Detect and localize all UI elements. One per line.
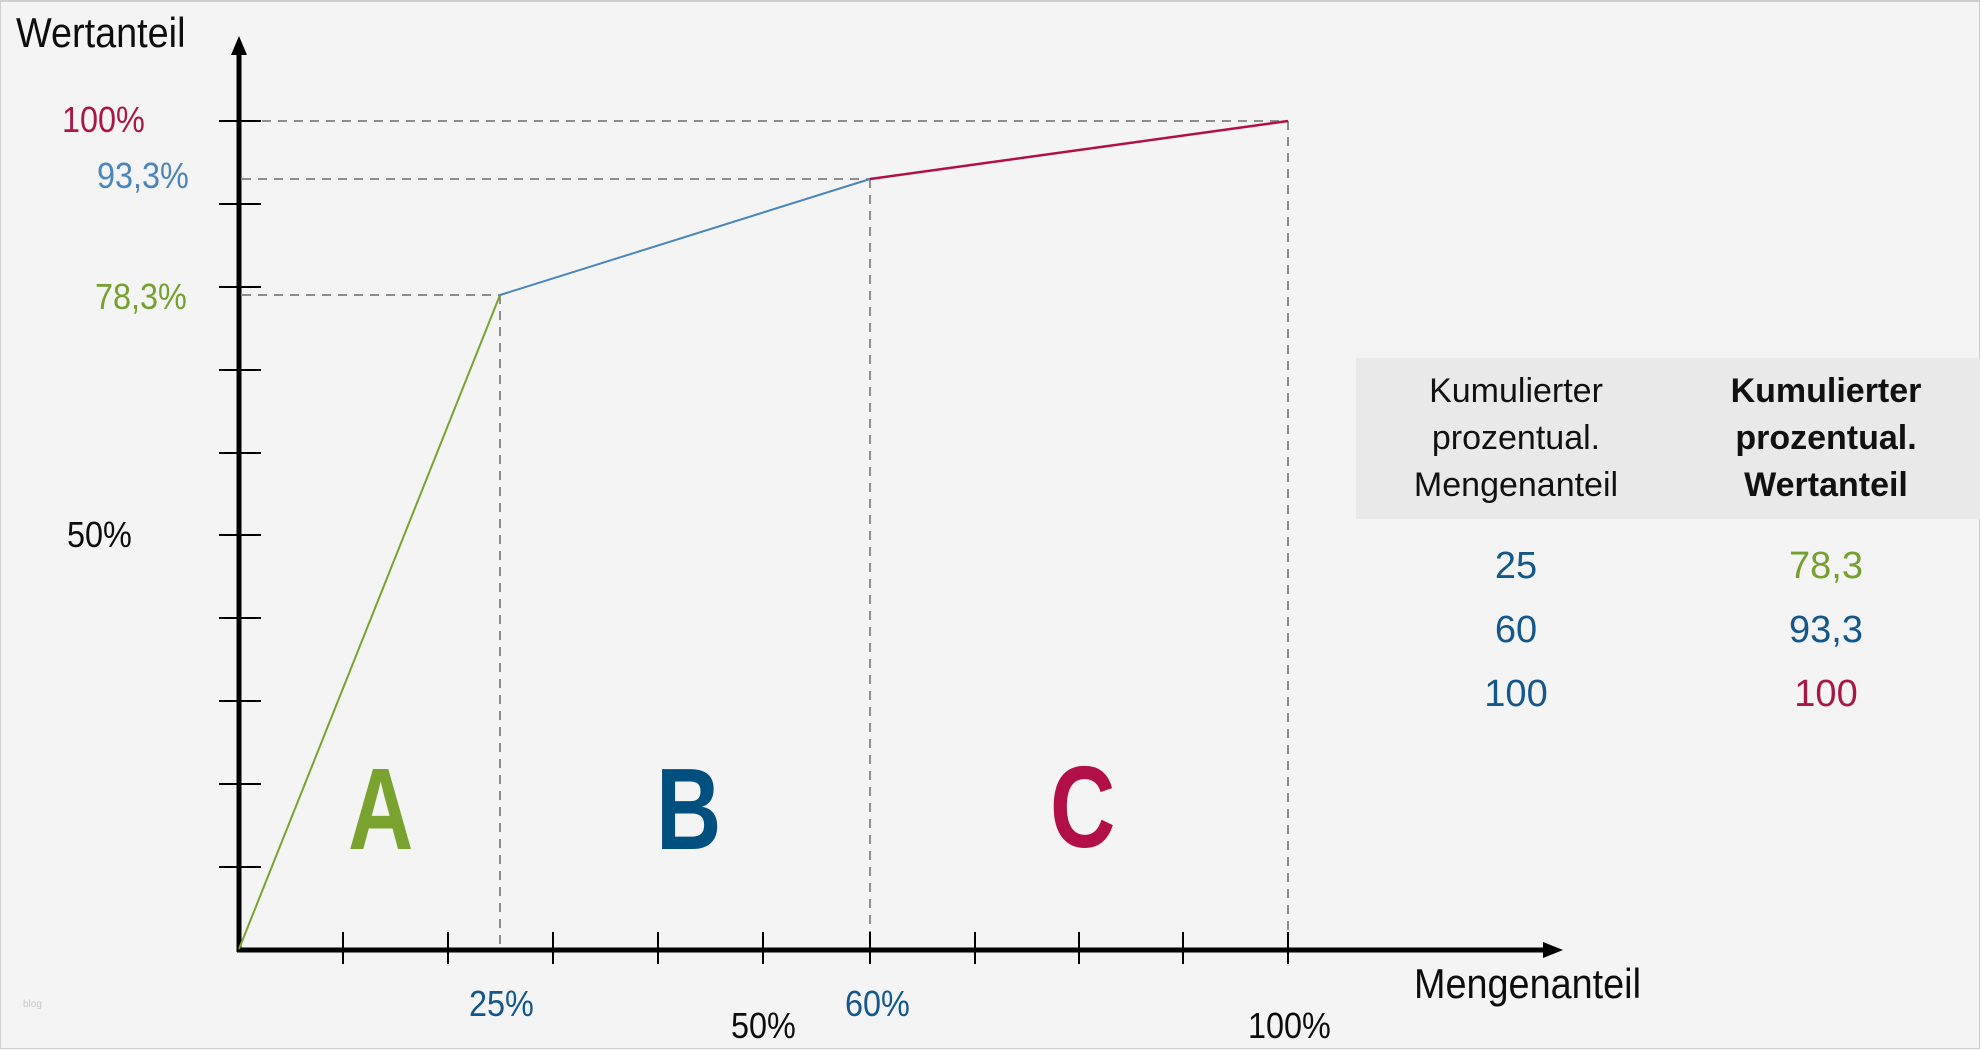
header-line: prozentual. [1431, 419, 1601, 457]
table-cell-quantity-3: 100 [1484, 673, 1548, 715]
header-line: Kumulierter [1429, 372, 1603, 410]
table-cell-value-3: 100 [1794, 673, 1858, 715]
y-axis-arrow-icon [231, 36, 247, 55]
y-label-78-3: 78,3% [95, 276, 187, 317]
y-label-50: 50% [67, 514, 132, 555]
header-line: prozentual. [1735, 419, 1917, 457]
table-cell-quantity-1: 25 [1494, 545, 1538, 587]
x-label-60: 60% [845, 983, 910, 1024]
guide-lines [242, 120, 1289, 950]
header-line: Wertanteil [1744, 466, 1908, 504]
table-header-value: Kumulierter prozentual. Wertanteil [1676, 368, 1976, 509]
table-cell-value-1: 78,3 [1789, 545, 1863, 587]
header-line: Kumulierter [1730, 372, 1922, 410]
x-label-50: 50% [731, 1005, 796, 1046]
x-ticks [342, 932, 1289, 964]
curve-segment-c [869, 119, 1289, 181]
class-a-label: A [348, 744, 414, 874]
y-axis-title: Wertanteil [16, 9, 186, 56]
table-cell-quantity-2: 60 [1494, 609, 1538, 651]
x-label-100: 100% [1248, 1005, 1331, 1046]
x-axis-arrow-icon [1543, 942, 1563, 958]
curve-segment-b [499, 178, 871, 296]
header-line: Mengenanteil [1413, 466, 1619, 504]
table-header-quantity: Kumulierter prozentual. Mengenanteil [1366, 368, 1666, 509]
class-c-label: C [1050, 742, 1116, 872]
x-label-25: 25% [469, 983, 534, 1024]
x-axis-title: Mengenanteil [1414, 960, 1641, 1007]
curve-segment-a [238, 294, 501, 950]
table-cell-value-2: 93,3 [1789, 609, 1863, 651]
y-ticks [219, 120, 261, 868]
watermark: blog [23, 999, 42, 1010]
y-label-93-3: 93,3% [97, 155, 189, 196]
table-header-background [1356, 358, 1980, 519]
class-b-label: B [656, 744, 722, 874]
y-label-100: 100% [62, 99, 145, 140]
